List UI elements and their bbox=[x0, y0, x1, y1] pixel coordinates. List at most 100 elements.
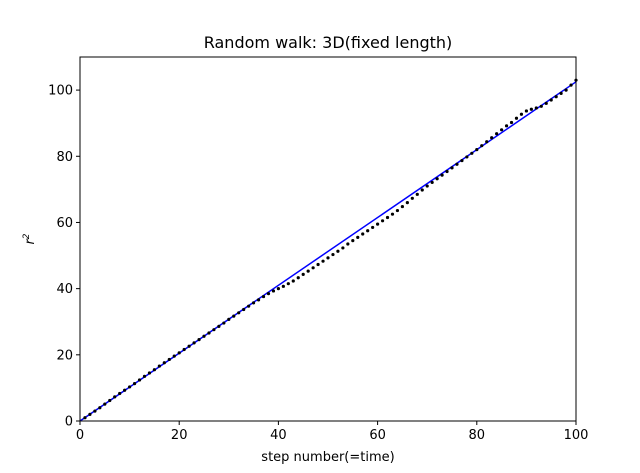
data-point bbox=[529, 107, 533, 111]
data-point bbox=[128, 385, 132, 389]
data-point bbox=[316, 262, 320, 267]
y-tick-label: 100 bbox=[48, 84, 73, 99]
data-point bbox=[237, 311, 241, 315]
data-point bbox=[371, 225, 375, 230]
data-point bbox=[123, 388, 127, 392]
plot-background bbox=[80, 57, 576, 421]
data-point bbox=[544, 101, 548, 105]
data-point bbox=[341, 246, 345, 250]
data-point bbox=[276, 287, 280, 291]
data-point bbox=[247, 304, 251, 308]
data-point bbox=[157, 364, 161, 368]
data-point bbox=[311, 266, 315, 270]
y-tick-label: 80 bbox=[56, 150, 73, 165]
data-point bbox=[351, 239, 355, 243]
data-point bbox=[410, 196, 414, 200]
data-point bbox=[222, 321, 226, 325]
data-point bbox=[395, 208, 400, 213]
data-point bbox=[336, 249, 340, 253]
y-tick-label: 40 bbox=[56, 282, 73, 297]
data-point bbox=[162, 361, 166, 365]
data-point bbox=[118, 391, 122, 396]
data-point bbox=[286, 282, 290, 286]
data-point bbox=[539, 104, 543, 108]
data-point bbox=[400, 204, 404, 209]
data-point bbox=[415, 192, 419, 196]
data-point bbox=[524, 109, 529, 113]
data-point bbox=[495, 132, 499, 136]
data-point bbox=[405, 201, 409, 205]
data-point bbox=[202, 334, 206, 338]
data-point bbox=[509, 120, 514, 125]
axes-border bbox=[79, 56, 577, 422]
data-point bbox=[177, 351, 181, 355]
data-point bbox=[296, 276, 300, 280]
data-point bbox=[331, 252, 335, 257]
data-point bbox=[132, 382, 137, 386]
data-point bbox=[271, 289, 276, 293]
data-point bbox=[242, 307, 246, 312]
data-point bbox=[227, 317, 231, 322]
data-point bbox=[207, 331, 211, 335]
data-point bbox=[485, 140, 489, 144]
data-point bbox=[187, 344, 191, 348]
y-axis-label: r2 bbox=[22, 233, 38, 244]
data-point bbox=[564, 88, 568, 92]
y-tick-label: 60 bbox=[56, 216, 73, 231]
data-point bbox=[366, 229, 370, 233]
y-axis-label-superscript: 2 bbox=[22, 233, 32, 239]
data-point bbox=[93, 409, 97, 413]
x-axis-label: step number(=time) bbox=[261, 450, 394, 465]
y-axis-ticks: 0 20 40 60 80 100 bbox=[48, 84, 80, 430]
data-point bbox=[98, 406, 102, 410]
data-point bbox=[490, 136, 494, 140]
data-point bbox=[346, 242, 350, 246]
data-point bbox=[534, 106, 538, 110]
data-point bbox=[103, 402, 107, 406]
data-point bbox=[137, 378, 142, 382]
data-point bbox=[217, 324, 221, 328]
data-point bbox=[450, 166, 454, 170]
data-point bbox=[306, 269, 310, 273]
data-point bbox=[167, 357, 171, 362]
data-point bbox=[465, 155, 469, 159]
data-point bbox=[142, 374, 147, 378]
data-point bbox=[440, 173, 444, 177]
y-tick-label: 0 bbox=[65, 415, 73, 430]
data-point bbox=[435, 177, 439, 181]
y-tick-label: 20 bbox=[56, 348, 73, 363]
data-point bbox=[356, 235, 360, 239]
data-point bbox=[376, 222, 380, 226]
data-point bbox=[549, 98, 553, 102]
points-layer bbox=[83, 78, 578, 420]
x-tick-label: 40 bbox=[270, 428, 287, 443]
data-point bbox=[192, 341, 196, 345]
data-point bbox=[500, 128, 504, 132]
y-axis-label-base: r bbox=[23, 238, 38, 245]
x-tick-label: 80 bbox=[469, 428, 486, 443]
x-tick-label: 20 bbox=[171, 428, 188, 443]
data-point bbox=[88, 412, 92, 416]
data-point bbox=[232, 314, 236, 318]
data-point bbox=[252, 301, 256, 305]
data-point bbox=[514, 116, 519, 120]
chart-title: Random walk: 3D(fixed length) bbox=[204, 33, 453, 52]
data-point bbox=[559, 91, 563, 95]
data-point bbox=[569, 83, 573, 87]
data-point bbox=[83, 416, 87, 420]
x-axis-ticks: 0 20 40 60 80 100 bbox=[76, 421, 589, 443]
data-point bbox=[261, 294, 266, 299]
data-point bbox=[326, 256, 330, 260]
data-point bbox=[291, 279, 295, 283]
data-point bbox=[113, 395, 117, 399]
data-point bbox=[197, 337, 201, 342]
data-point bbox=[182, 347, 186, 352]
data-point bbox=[147, 371, 152, 375]
data-point bbox=[152, 368, 156, 372]
data-point bbox=[470, 151, 474, 155]
data-point bbox=[554, 95, 558, 99]
x-tick-label: 100 bbox=[564, 428, 589, 443]
data-point bbox=[430, 180, 434, 185]
data-point bbox=[301, 272, 305, 277]
